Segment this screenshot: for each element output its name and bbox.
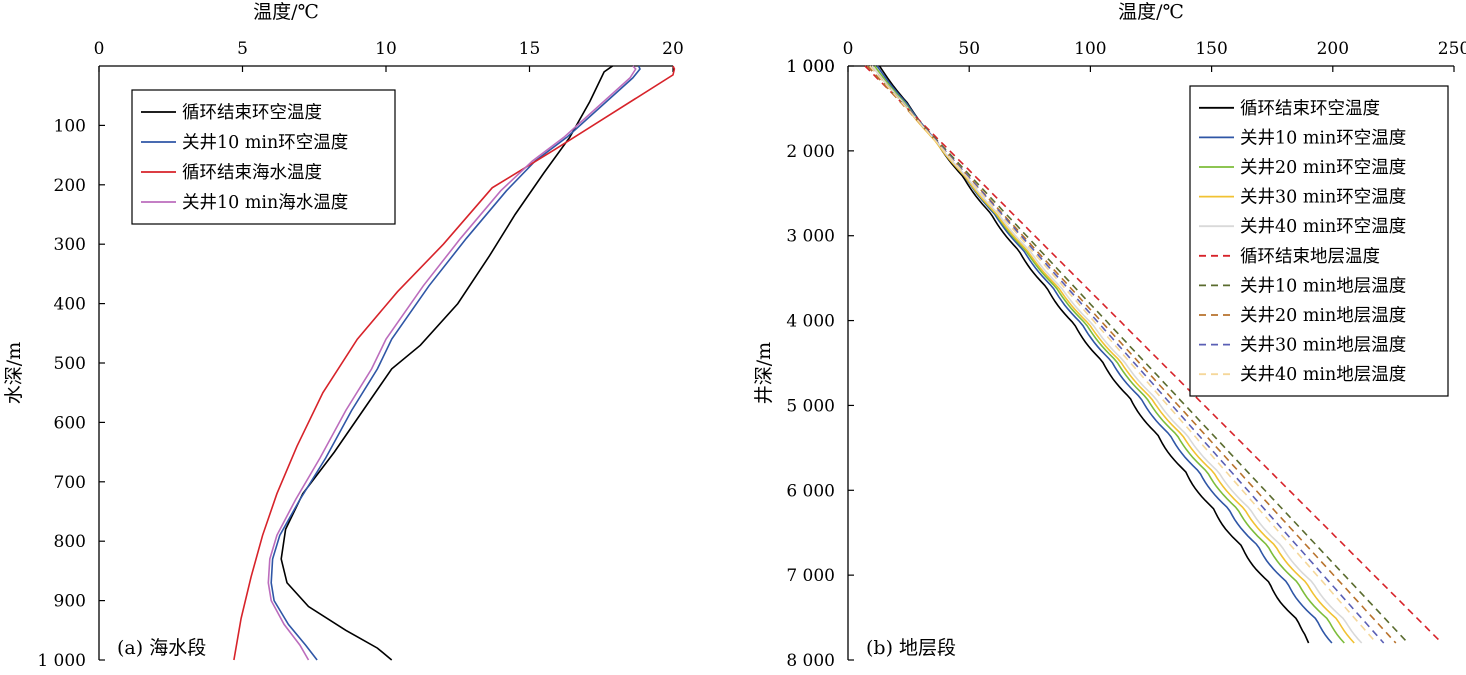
x-tick-label: 100 [1074, 39, 1106, 59]
legend-entry: 循环结束环空温度 [1240, 99, 1380, 119]
series-line [280, 65, 614, 661]
x-tick-label: 250 [1438, 39, 1466, 59]
y-tick-label: 2 000 [786, 142, 835, 162]
panel-label: (b) 地层段 [866, 637, 956, 659]
x-tick-label: 10 [375, 39, 397, 59]
series-line [869, 65, 1385, 644]
y-tick-label: 300 [54, 235, 86, 255]
y-tick-label: 5 000 [786, 396, 835, 416]
legend-entry: 循环结束海水温度 [182, 163, 322, 183]
legend-entry: 循环结束环空温度 [182, 103, 322, 123]
x-tick-label: 200 [1317, 39, 1349, 59]
y-tick-label: 800 [54, 532, 86, 552]
y-tick-label: 400 [54, 295, 86, 315]
y-tick-label: 8 000 [786, 651, 835, 671]
x-axis-label: 温度/℃ [253, 1, 319, 23]
legend-entry: 关井20 min地层温度 [1240, 306, 1406, 326]
legend-entry: 关井10 min地层温度 [1240, 276, 1406, 296]
x-tick-label: 150 [1195, 39, 1227, 59]
series-line [270, 65, 641, 661]
series-line [871, 65, 1363, 644]
y-tick-label: 700 [54, 473, 86, 493]
x-tick-label: 0 [94, 39, 105, 59]
legend-entry: 关井30 min环空温度 [1240, 188, 1406, 208]
y-tick-label: 6 000 [786, 481, 835, 501]
series-line [864, 65, 1443, 644]
y-tick-label: 200 [54, 176, 86, 196]
panel-label: (a) 海水段 [117, 637, 206, 659]
y-tick-label: 4 000 [786, 312, 835, 332]
y-tick-label: 1 000 [786, 57, 835, 77]
legend-entry: 关井40 min地层温度 [1240, 365, 1406, 385]
y-tick-label: 3 000 [786, 227, 835, 247]
legend-entry: 关井10 min环空温度 [182, 133, 348, 153]
series-line [233, 65, 676, 661]
legend-entry: 关井10 min海水温度 [182, 193, 348, 213]
y-tick-label: 7 000 [786, 566, 835, 586]
y-tick-label: 1 000 [37, 651, 86, 671]
series-line [866, 65, 1397, 644]
legend-entry: 循环结束地层温度 [1240, 247, 1380, 267]
y-tick-label: 600 [54, 413, 86, 433]
chart-panel-a: 0 5 10 15 20 100 200 300 400 500 600 700 800 900 1 000… [3, 1, 684, 671]
series-line [869, 65, 1378, 644]
y-axis-label: 水深/m [3, 342, 25, 404]
y-tick-label: 900 [54, 592, 86, 612]
legend-entry: 关井20 min环空温度 [1240, 158, 1406, 178]
y-axis-label: 井深/m [753, 342, 775, 404]
x-tick-label: 5 [237, 39, 248, 59]
x-tick-label: 0 [843, 39, 854, 59]
y-tick-label: 500 [54, 354, 86, 374]
series-line [878, 65, 1310, 644]
legend-entry: 关井30 min地层温度 [1240, 336, 1406, 356]
y-tick-label: 1 000 [786, 57, 835, 77]
y-tick-label: 100 [54, 116, 86, 136]
series-line [871, 65, 1355, 644]
x-tick-label: 20 [662, 39, 684, 59]
legend-entry: 关井40 min环空温度 [1240, 217, 1406, 237]
x-tick-label: 15 [519, 39, 541, 59]
legend-entry: 关井10 min环空温度 [1240, 128, 1406, 148]
x-axis-label: 温度/℃ [1118, 1, 1184, 23]
chart-panel-b: 0 50 100 150 200 250 1 000 2 000 3 000 4 000 5 000… [753, 1, 1466, 671]
series-line [267, 65, 637, 661]
x-tick-label: 50 [958, 39, 980, 59]
